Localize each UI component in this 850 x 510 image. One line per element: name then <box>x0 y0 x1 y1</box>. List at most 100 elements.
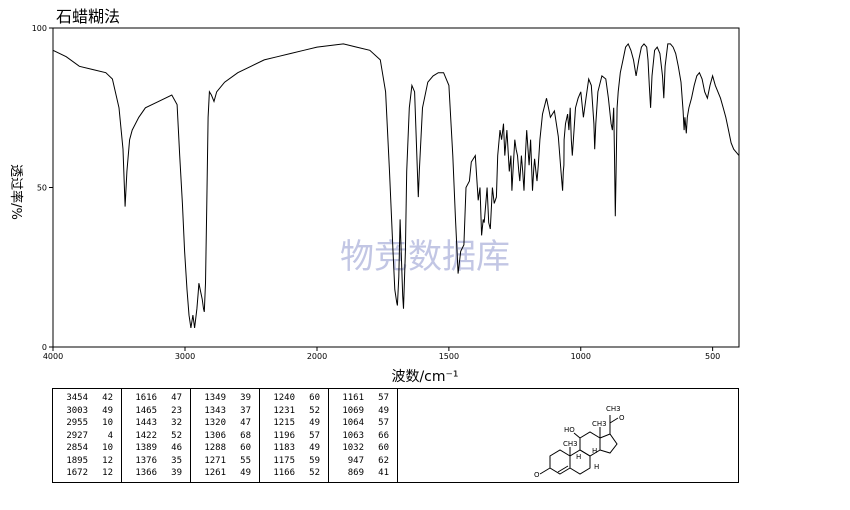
x-axis-label: 波数/cm⁻¹ <box>391 369 458 385</box>
peak-transmittance: 55 <box>240 455 251 466</box>
peak-transmittance: 49 <box>378 405 389 416</box>
peak-transmittance: 47 <box>240 418 251 428</box>
peak-transmittance: 23 <box>171 405 182 416</box>
x-axis-ticks: 4000 3000 2000 1500 1000 500 <box>43 347 720 361</box>
peak-table-row: 1231 52 <box>260 405 328 418</box>
peak-table: 3454 42 3003 49 2955 10 2927 4 2854 10 1895 12 1672 1… <box>52 388 739 483</box>
x-tick-label: 2000 <box>307 352 327 361</box>
peak-transmittance: 49 <box>309 418 320 428</box>
peak-table-row: 1161 57 <box>329 392 397 405</box>
peak-transmittance: 52 <box>309 468 320 478</box>
peak-table-row: 2927 4 <box>53 430 121 443</box>
struct-label-h1: H <box>592 447 597 455</box>
peak-table-row: 1069 49 <box>329 405 397 418</box>
peak-table-row: 1443 32 <box>122 417 190 430</box>
peak-wavenumber: 1895 <box>66 455 88 466</box>
watermark: 物竞数据库 <box>340 237 510 277</box>
molecule-structure: CH3 O HO CH3 CH3 H H H O <box>534 405 625 479</box>
peak-transmittance: 62 <box>378 455 389 466</box>
y-tick-label: 0 <box>42 343 47 352</box>
spectrum-line <box>52 42 740 328</box>
peak-table-row: 1064 57 <box>329 417 397 430</box>
peak-table-row: 1366 39 <box>122 467 190 480</box>
peak-table-row: 947 62 <box>329 455 397 468</box>
peak-transmittance: 12 <box>102 455 113 466</box>
struct-label-h2: H <box>576 453 581 461</box>
struct-label-ch3-c13: CH3 <box>592 420 607 428</box>
peak-transmittance: 41 <box>378 468 389 478</box>
peak-transmittance: 10 <box>102 443 113 453</box>
peak-table-row: 1261 49 <box>191 467 259 480</box>
peak-wavenumber: 1349 <box>204 393 226 403</box>
peak-table-row: 1376 35 <box>122 455 190 468</box>
peak-wavenumber: 1306 <box>204 430 226 441</box>
peak-transmittance: 52 <box>171 430 182 441</box>
peak-table-row: 2955 10 <box>53 417 121 430</box>
peak-wavenumber: 1343 <box>204 405 226 416</box>
peak-wavenumber: 1161 <box>342 393 364 403</box>
peak-wavenumber: 3454 <box>66 393 88 403</box>
y-tick-label: 100 <box>32 24 47 33</box>
peak-transmittance: 66 <box>378 430 389 441</box>
peak-transmittance: 57 <box>378 393 389 403</box>
peak-table-column: 1349 39 1343 37 1320 47 1306 68 1288 60 1271 55 1261… <box>191 389 260 482</box>
peak-transmittance: 37 <box>240 405 251 416</box>
peak-wavenumber: 2854 <box>66 443 88 453</box>
y-tick-label: 50 <box>37 184 47 193</box>
peak-wavenumber: 1196 <box>273 430 295 441</box>
peak-table-row: 1032 60 <box>329 442 397 455</box>
peak-wavenumber: 1166 <box>273 468 295 478</box>
peak-wavenumber: 2927 <box>66 430 88 441</box>
peak-transmittance: 60 <box>240 443 251 453</box>
peak-transmittance: 42 <box>102 393 113 403</box>
peak-wavenumber: 1376 <box>135 455 157 466</box>
peak-table-row: 3003 49 <box>53 405 121 418</box>
peak-table-row: 1343 37 <box>191 405 259 418</box>
peak-transmittance: 49 <box>240 468 251 478</box>
peak-transmittance: 68 <box>240 430 251 441</box>
peak-wavenumber: 1240 <box>273 393 295 403</box>
x-tick-label: 500 <box>705 352 720 361</box>
peak-wavenumber: 1064 <box>342 418 364 428</box>
peak-table-row: 3454 42 <box>53 392 121 405</box>
peak-transmittance: 39 <box>240 393 251 403</box>
peak-wavenumber: 1672 <box>66 468 88 478</box>
peak-transmittance: 39 <box>171 468 182 478</box>
peak-table-row: 1288 60 <box>191 442 259 455</box>
peak-transmittance: 32 <box>171 418 182 428</box>
y-axis-ticks: 0 50 100 <box>32 24 53 352</box>
peak-wavenumber: 947 <box>347 455 364 466</box>
peak-table-row: 1063 66 <box>329 430 397 443</box>
peak-transmittance: 49 <box>102 405 113 416</box>
peak-table-row: 1271 55 <box>191 455 259 468</box>
peak-wavenumber: 1032 <box>342 443 364 453</box>
method-label: 石蜡糊法 <box>56 7 121 26</box>
peak-table-row: 1240 60 <box>260 392 328 405</box>
peak-transmittance: 47 <box>171 393 182 403</box>
y-axis-label: 透过率/% <box>8 164 24 220</box>
peak-wavenumber: 1183 <box>273 443 295 453</box>
peak-wavenumber: 1261 <box>204 468 226 478</box>
peak-table-row: 1389 46 <box>122 442 190 455</box>
peak-wavenumber: 1616 <box>135 393 157 403</box>
peak-wavenumber: 1231 <box>273 405 295 416</box>
peak-wavenumber: 3003 <box>66 405 88 416</box>
peak-transmittance: 10 <box>102 418 113 428</box>
structure-cell: CH3 O HO CH3 CH3 H H H O <box>398 389 738 482</box>
peak-table-column: 3454 42 3003 49 2955 10 2927 4 2854 10 1895 12 1672 1… <box>53 389 122 482</box>
peak-wavenumber: 1175 <box>273 455 295 466</box>
peak-wavenumber: 1069 <box>342 405 364 416</box>
peak-wavenumber: 1443 <box>135 418 157 428</box>
peak-transmittance: 60 <box>309 393 320 403</box>
peak-table-row: 2854 10 <box>53 442 121 455</box>
struct-label-ch3-top: CH3 <box>606 405 621 413</box>
peak-table-row: 869 41 <box>329 467 397 480</box>
x-tick-label: 1000 <box>571 352 591 361</box>
peak-wavenumber: 1366 <box>135 468 157 478</box>
peak-table-column: 1616 47 1465 23 1443 32 1422 52 1389 46 1376 35 1366… <box>122 389 191 482</box>
peak-wavenumber: 869 <box>347 468 364 478</box>
peak-table-row: 1465 23 <box>122 405 190 418</box>
peak-transmittance: 35 <box>171 455 182 466</box>
peak-table-row: 1349 39 <box>191 392 259 405</box>
peak-wavenumber: 1215 <box>273 418 295 428</box>
